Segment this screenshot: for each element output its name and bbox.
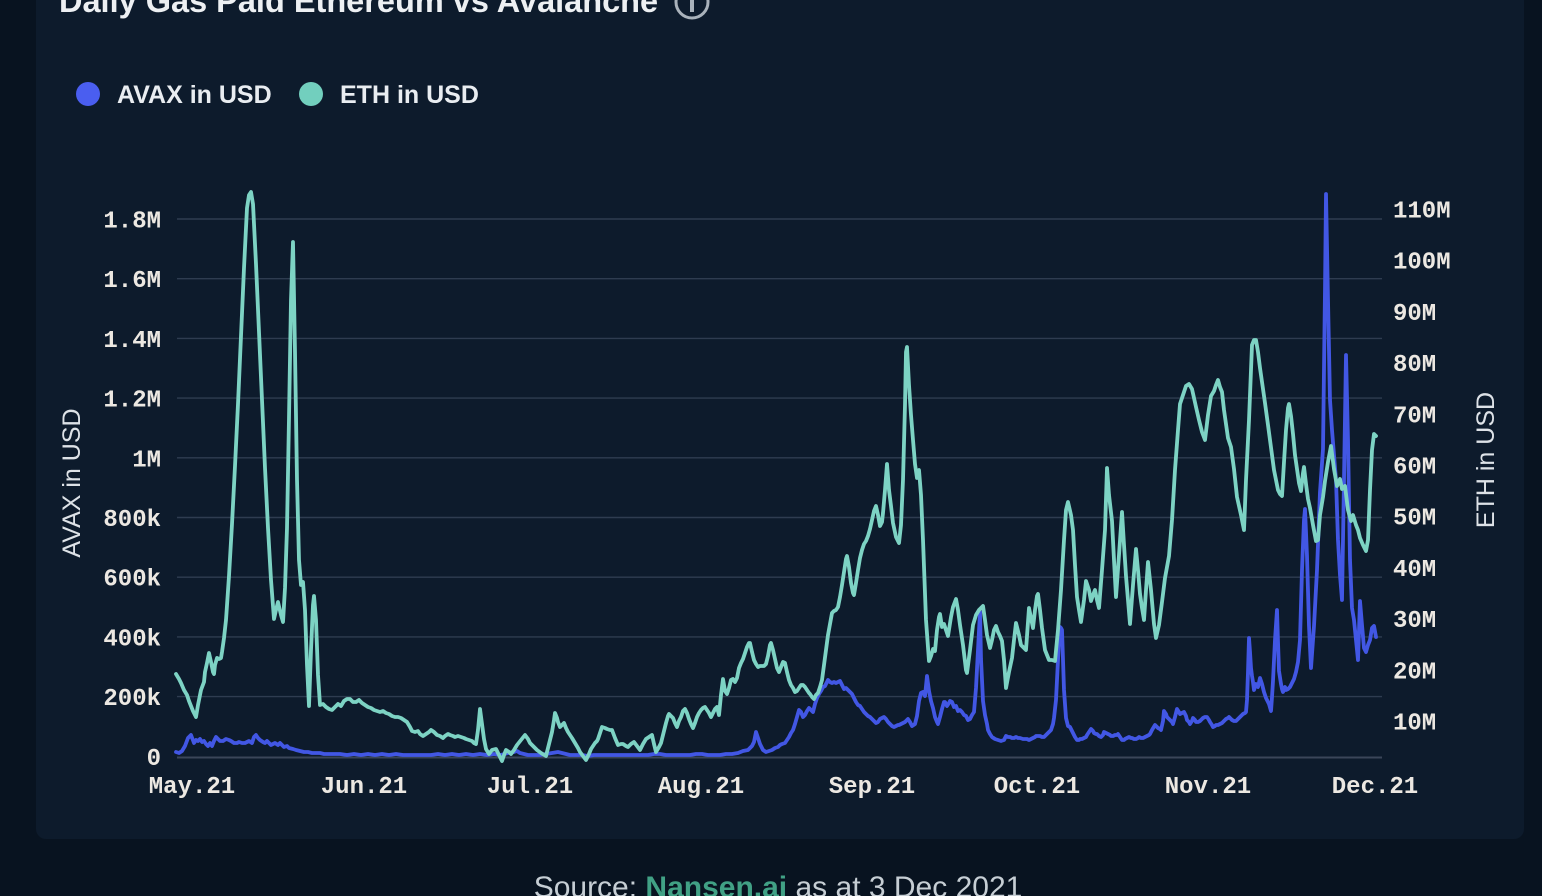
svg-text:May.21: May.21 (149, 774, 235, 801)
svg-text:800k: 800k (103, 507, 161, 534)
svg-text:50M: 50M (1393, 506, 1436, 533)
svg-text:0: 0 (147, 746, 161, 773)
svg-text:Jun.21: Jun.21 (321, 774, 407, 801)
svg-text:1.6M: 1.6M (103, 268, 161, 295)
svg-text:30M: 30M (1393, 608, 1436, 635)
svg-text:ETH in USD: ETH in USD (1472, 392, 1500, 528)
svg-text:20M: 20M (1393, 659, 1436, 686)
svg-text:400k: 400k (103, 626, 161, 653)
svg-text:AVAX in USD: AVAX in USD (117, 81, 272, 109)
svg-text:ETH in USD: ETH in USD (340, 81, 479, 109)
svg-text:1.8M: 1.8M (103, 209, 161, 236)
svg-text:40M: 40M (1393, 557, 1436, 584)
svg-text:Dec.21: Dec.21 (1332, 774, 1418, 801)
svg-text:1.2M: 1.2M (103, 388, 161, 415)
svg-text:100M: 100M (1393, 250, 1451, 277)
svg-text:60M: 60M (1393, 455, 1436, 482)
svg-text:Nov.21: Nov.21 (1165, 774, 1251, 801)
svg-text:600k: 600k (103, 567, 161, 594)
svg-text:1.4M: 1.4M (103, 328, 161, 355)
svg-text:200k: 200k (103, 686, 161, 713)
svg-text:Aug.21: Aug.21 (658, 774, 744, 801)
svg-text:Oct.21: Oct.21 (994, 774, 1080, 801)
svg-text:1M: 1M (132, 447, 161, 474)
svg-text:Sep.21: Sep.21 (829, 774, 915, 801)
svg-text:90M: 90M (1393, 301, 1436, 328)
svg-text:80M: 80M (1393, 352, 1436, 379)
svg-text:AVAX in USD: AVAX in USD (58, 408, 86, 557)
svg-text:Jul.21: Jul.21 (487, 774, 573, 801)
svg-text:Daily Gas Paid Ethereum vs Ava: Daily Gas Paid Ethereum vs Avalanche (59, 0, 658, 19)
svg-text:110M: 110M (1393, 199, 1451, 226)
svg-text:Source: Nansen.ai as at 3 Dec: Source: Nansen.ai as at 3 Dec 2021 (534, 871, 1023, 896)
svg-text:70M: 70M (1393, 403, 1436, 430)
svg-text:10M: 10M (1393, 711, 1436, 738)
